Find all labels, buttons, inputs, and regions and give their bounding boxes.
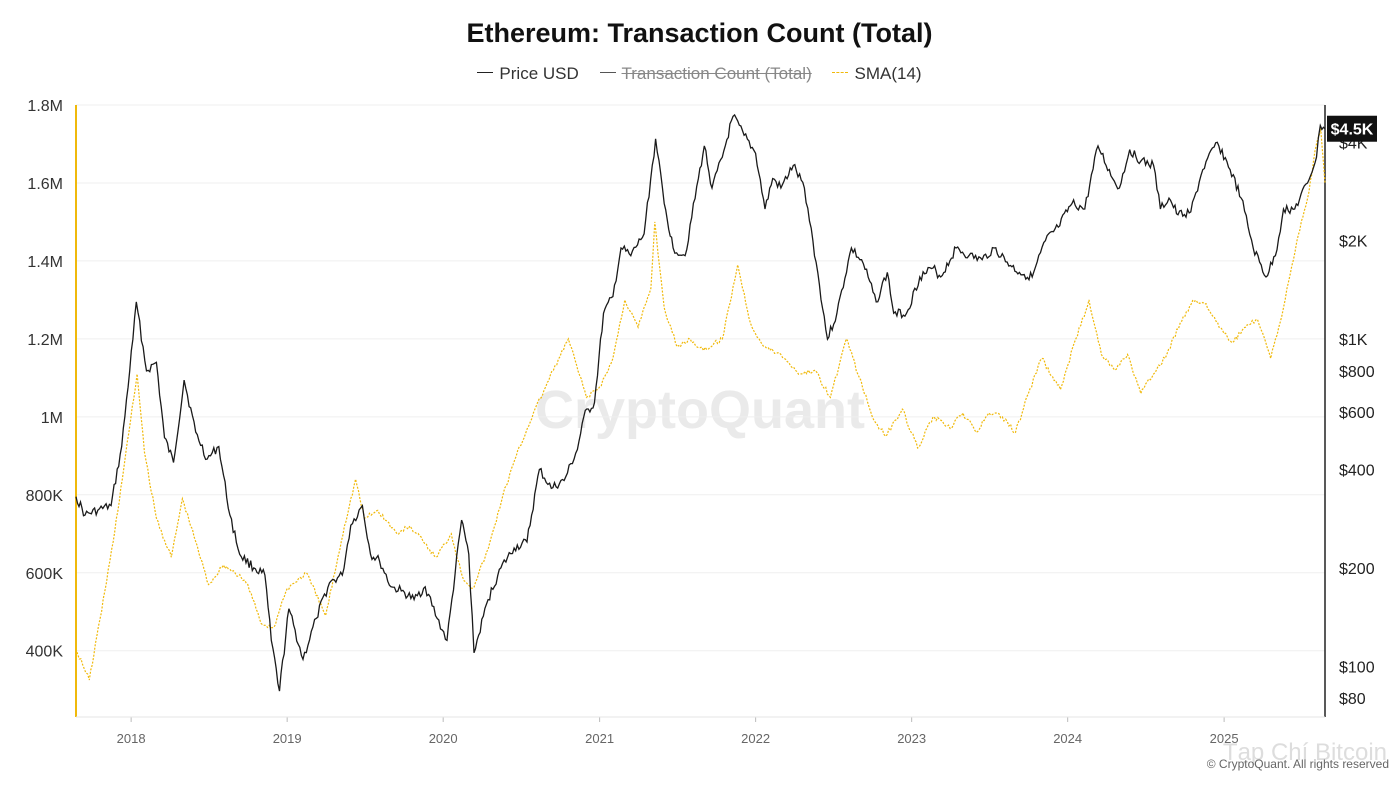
legend-item-sma14[interactable]: SMA(14)	[832, 64, 922, 84]
right-tick-label: $800	[1339, 364, 1375, 381]
x-tick-label: 2021	[585, 731, 614, 746]
right-tick-label: $600	[1339, 405, 1375, 422]
current-price-badge: $4.5K	[1327, 115, 1377, 142]
right-tick-label: $2K	[1339, 234, 1368, 251]
left-tick-label: 400K	[26, 644, 64, 661]
series-line-sma14	[75, 128, 1326, 681]
left-tick-label: 1.6M	[27, 176, 63, 193]
x-tick-label: 2018	[117, 731, 146, 746]
right-tick-label: $100	[1339, 659, 1375, 676]
right-tick-label: $400	[1339, 462, 1375, 479]
left-tick-label: 1.2M	[27, 332, 63, 349]
right-tick-label: $1K	[1339, 332, 1368, 349]
legend-swatch-transaction-count	[599, 72, 616, 74]
chart-title: Ethereum: Transaction Count (Total)	[466, 18, 933, 48]
copyright-footer: © CryptoQuant. All rights reserved	[1206, 757, 1389, 771]
legend-item-transaction-count[interactable]: Transaction Count (Total)	[599, 64, 812, 84]
left-tick-label: 1.4M	[27, 254, 63, 271]
right-tick-label: $200	[1339, 561, 1375, 578]
current-price-label: $4.5K	[1331, 122, 1374, 139]
chart-legend: Price USD Transaction Count (Total) SMA(…	[0, 64, 1399, 84]
left-tick-label: 800K	[26, 488, 64, 505]
series-line-price-usd	[75, 113, 1326, 692]
right-tick-label: $80	[1339, 691, 1366, 708]
x-tick-label: 2023	[897, 731, 926, 746]
legend-item-price-usd[interactable]: Price USD	[477, 64, 579, 84]
legend-label-transaction-count: Transaction Count (Total)	[621, 64, 812, 83]
left-axis: 1.8M 1.6M 1.4M 1.2M 1M 800K 600K 400K	[26, 98, 64, 661]
x-tick-label: 2024	[1053, 731, 1082, 746]
legend-label-sma14: SMA(14)	[854, 64, 922, 83]
left-tick-label: 600K	[26, 566, 64, 583]
current-price-badge-bg	[1327, 115, 1377, 142]
watermark-logo-text: CryptoQuant	[535, 380, 865, 440]
legend-swatch-price-usd	[477, 72, 494, 74]
x-tick-label: 2020	[429, 731, 458, 746]
legend-label-price-usd: Price USD	[499, 64, 579, 83]
x-tick-label: 2019	[273, 731, 302, 746]
left-tick-label: 1M	[41, 410, 63, 427]
x-axis: 2018 2019 2020 2021 2022 2023 2024 2025	[117, 717, 1239, 746]
legend-swatch-sma14	[832, 72, 849, 74]
corner-watermark-text: Tạp Chí Bitcoin	[1222, 739, 1387, 766]
x-tick-label: 2022	[741, 731, 770, 746]
x-tick-label: 2025	[1210, 731, 1239, 746]
left-tick-label: 1.8M	[27, 98, 63, 115]
grid-lines	[76, 104, 1325, 652]
right-axis: $4K$2K$1K$800$600$400$200$100$80	[1339, 135, 1375, 708]
